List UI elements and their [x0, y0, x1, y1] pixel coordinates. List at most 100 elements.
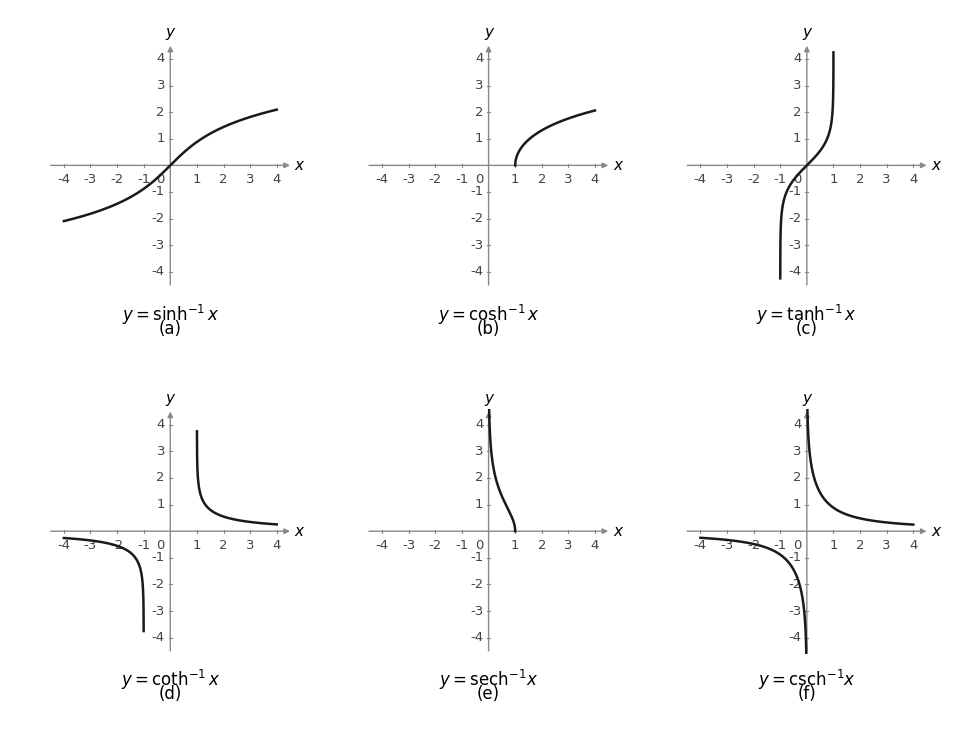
- Text: 3: 3: [564, 173, 573, 186]
- Text: -2: -2: [788, 212, 802, 225]
- Text: 3: 3: [246, 173, 255, 186]
- Text: 2: 2: [156, 106, 165, 118]
- Text: 3: 3: [156, 79, 165, 92]
- Text: $y = \sinh^{-1} x$: $y = \sinh^{-1} x$: [122, 303, 219, 327]
- Text: 3: 3: [564, 539, 573, 552]
- Text: -4: -4: [57, 173, 71, 186]
- Text: -1: -1: [788, 186, 802, 198]
- Text: 0: 0: [475, 539, 483, 552]
- Text: -2: -2: [788, 578, 802, 591]
- Text: -4: -4: [788, 265, 802, 279]
- Text: y: y: [484, 391, 493, 406]
- Text: 4: 4: [591, 173, 599, 186]
- Text: y: y: [166, 391, 174, 406]
- Text: $y = \tanh^{-1} x$: $y = \tanh^{-1} x$: [757, 303, 857, 327]
- Text: -3: -3: [470, 604, 483, 617]
- Text: (c): (c): [796, 320, 818, 338]
- Text: -4: -4: [470, 631, 483, 644]
- Text: -3: -3: [402, 173, 416, 186]
- Text: $y = \cosh^{-1} x$: $y = \cosh^{-1} x$: [438, 303, 539, 327]
- Text: 1: 1: [511, 173, 519, 186]
- Text: 2: 2: [793, 471, 802, 485]
- Text: 4: 4: [273, 539, 281, 552]
- Text: 4: 4: [909, 173, 918, 186]
- Text: -2: -2: [747, 173, 761, 186]
- Text: -4: -4: [57, 539, 71, 552]
- Text: 4: 4: [475, 418, 483, 431]
- Text: -1: -1: [470, 551, 483, 564]
- Text: -2: -2: [470, 578, 483, 591]
- Text: 4: 4: [909, 539, 918, 552]
- Text: $y = \coth^{-1} x$: $y = \coth^{-1} x$: [121, 668, 220, 692]
- Text: 1: 1: [156, 498, 165, 511]
- Text: $y = \mathrm{sech}^{-1} x$: $y = \mathrm{sech}^{-1} x$: [439, 668, 538, 692]
- Text: -4: -4: [152, 631, 165, 644]
- Text: y: y: [803, 391, 811, 406]
- Text: -1: -1: [455, 539, 468, 552]
- Text: 1: 1: [793, 133, 802, 145]
- Text: 1: 1: [793, 498, 802, 511]
- Text: 0: 0: [475, 173, 483, 186]
- Text: -1: -1: [470, 186, 483, 198]
- Text: -2: -2: [747, 539, 761, 552]
- Text: 3: 3: [246, 539, 255, 552]
- Text: -2: -2: [151, 578, 165, 591]
- Text: -4: -4: [376, 539, 389, 552]
- Text: -2: -2: [151, 212, 165, 225]
- Text: 2: 2: [793, 106, 802, 118]
- Text: x: x: [295, 158, 304, 173]
- Text: (f): (f): [797, 685, 816, 703]
- Text: 1: 1: [475, 133, 483, 145]
- Text: -4: -4: [152, 265, 165, 279]
- Text: 4: 4: [273, 173, 281, 186]
- Text: -3: -3: [470, 239, 483, 252]
- Text: 3: 3: [882, 539, 891, 552]
- Text: 0: 0: [793, 173, 802, 186]
- Text: (d): (d): [159, 685, 182, 703]
- Text: 2: 2: [475, 106, 483, 118]
- Text: -3: -3: [720, 173, 734, 186]
- Text: 3: 3: [475, 79, 483, 92]
- Text: 4: 4: [475, 52, 483, 65]
- Text: -4: -4: [694, 173, 707, 186]
- Text: (a): (a): [159, 320, 182, 338]
- Text: -1: -1: [151, 551, 165, 564]
- Text: -1: -1: [774, 173, 787, 186]
- Text: 1: 1: [511, 539, 519, 552]
- Text: 4: 4: [156, 52, 165, 65]
- Text: 4: 4: [793, 418, 802, 431]
- Text: 2: 2: [537, 539, 546, 552]
- Text: x: x: [931, 158, 941, 173]
- Text: 3: 3: [793, 79, 802, 92]
- Text: 3: 3: [882, 173, 891, 186]
- Text: -4: -4: [788, 631, 802, 644]
- Text: -2: -2: [110, 173, 124, 186]
- Text: 2: 2: [855, 539, 864, 552]
- Text: 2: 2: [537, 173, 546, 186]
- Text: y: y: [166, 25, 174, 40]
- Text: 1: 1: [193, 173, 201, 186]
- Text: y: y: [803, 25, 811, 40]
- Text: -3: -3: [151, 604, 165, 617]
- Text: 2: 2: [475, 471, 483, 485]
- Text: 4: 4: [156, 418, 165, 431]
- Text: 4: 4: [591, 539, 599, 552]
- Text: (b): (b): [477, 320, 500, 338]
- Text: x: x: [613, 524, 622, 539]
- Text: -1: -1: [137, 173, 150, 186]
- Text: 2: 2: [855, 173, 864, 186]
- Text: -3: -3: [84, 539, 97, 552]
- Text: -4: -4: [376, 173, 389, 186]
- Text: x: x: [295, 524, 304, 539]
- Text: -2: -2: [470, 212, 483, 225]
- Text: -3: -3: [788, 239, 802, 252]
- Text: -3: -3: [720, 539, 734, 552]
- Text: -2: -2: [110, 539, 124, 552]
- Text: -3: -3: [402, 539, 416, 552]
- Text: (e): (e): [477, 685, 500, 703]
- Text: 0: 0: [793, 539, 802, 552]
- Text: 4: 4: [793, 52, 802, 65]
- Text: -3: -3: [151, 239, 165, 252]
- Text: -1: -1: [151, 186, 165, 198]
- Text: -3: -3: [84, 173, 97, 186]
